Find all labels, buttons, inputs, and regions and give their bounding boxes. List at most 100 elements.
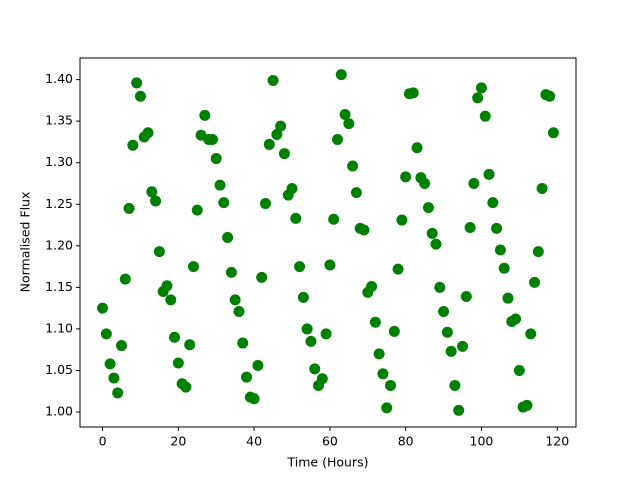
- x-axis-label: Time (Hours): [287, 455, 369, 470]
- data-point: [529, 276, 541, 288]
- data-point: [233, 305, 245, 317]
- data-point: [108, 372, 120, 384]
- data-point: [464, 222, 476, 234]
- y-tick-label: 1.35: [45, 113, 73, 128]
- data-point: [161, 280, 173, 292]
- data-point: [377, 368, 389, 380]
- data-point: [134, 90, 146, 102]
- data-point: [131, 77, 143, 89]
- data-point: [225, 266, 237, 278]
- data-point: [472, 92, 484, 104]
- x-tick-label: 0: [99, 434, 107, 449]
- data-point: [487, 197, 499, 209]
- data-point: [297, 291, 309, 303]
- data-point: [184, 339, 196, 351]
- data-point: [252, 360, 264, 371]
- data-point: [475, 82, 487, 94]
- y-tick-label: 1.00: [45, 404, 73, 419]
- data-point: [445, 345, 457, 357]
- data-point: [301, 323, 313, 335]
- data-point: [324, 259, 336, 271]
- data-point: [453, 404, 465, 416]
- x-tick-label: 60: [322, 434, 338, 449]
- data-point: [214, 179, 226, 191]
- x-tick-label: 40: [246, 434, 262, 449]
- data-point: [187, 261, 199, 273]
- data-point: [407, 87, 419, 99]
- data-point: [544, 90, 556, 102]
- x-tick-label: 100: [470, 434, 494, 449]
- data-point: [547, 127, 559, 139]
- data-point: [222, 232, 234, 244]
- y-tick-label: 1.40: [45, 71, 73, 86]
- data-point: [305, 335, 317, 347]
- y-tick-label: 1.15: [45, 279, 73, 294]
- data-point: [381, 402, 393, 414]
- data-point: [434, 281, 446, 293]
- data-point: [112, 387, 124, 399]
- data-point: [241, 371, 253, 383]
- data-point: [521, 399, 533, 411]
- data-point: [385, 379, 397, 391]
- data-point: [457, 340, 469, 352]
- data-point: [169, 331, 181, 343]
- data-point: [316, 373, 328, 385]
- data-point: [218, 197, 230, 209]
- data-point: [97, 302, 109, 314]
- data-point: [150, 195, 162, 207]
- data-point: [498, 262, 510, 274]
- data-point: [267, 74, 279, 86]
- data-point: [347, 160, 359, 172]
- y-tick-label: 1.05: [45, 362, 73, 377]
- y-tick-label: 1.25: [45, 196, 73, 211]
- data-point: [127, 139, 139, 151]
- data-point: [350, 187, 362, 199]
- x-tick-label: 80: [398, 434, 414, 449]
- data-point: [536, 182, 548, 194]
- data-point: [392, 263, 404, 275]
- data-point: [100, 328, 112, 340]
- data-point: [237, 337, 249, 349]
- data-point: [441, 326, 453, 338]
- data-point: [430, 238, 442, 250]
- data-point: [502, 292, 514, 304]
- data-point: [483, 168, 495, 180]
- data-point: [396, 214, 408, 226]
- data-point: [263, 138, 275, 150]
- data-point: [142, 127, 154, 139]
- data-point: [146, 186, 158, 198]
- data-point: [468, 177, 480, 189]
- data-point: [358, 224, 370, 236]
- data-point: [115, 340, 127, 352]
- data-point: [369, 316, 381, 328]
- data-point: [256, 271, 268, 283]
- x-tick-label: 120: [545, 434, 569, 449]
- data-point: [165, 294, 177, 306]
- data-point: [400, 171, 412, 183]
- data-point: [191, 204, 203, 216]
- data-point: [343, 118, 355, 130]
- data-point: [388, 325, 400, 337]
- data-point: [479, 110, 491, 122]
- data-point: [180, 381, 192, 393]
- data-point: [271, 128, 283, 140]
- y-axis-label: Normalised Flux: [18, 192, 33, 293]
- data-point: [123, 202, 135, 214]
- data-point: [286, 182, 298, 194]
- data-point: [172, 357, 184, 369]
- data-point: [411, 142, 423, 154]
- data-point: [422, 202, 434, 214]
- data-point: [328, 213, 340, 225]
- x-tick-label: 20: [170, 434, 186, 449]
- data-point: [294, 261, 306, 273]
- y-tick-label: 1.30: [45, 154, 73, 169]
- data-point: [373, 348, 385, 360]
- data-point: [532, 246, 544, 258]
- data-point: [449, 379, 461, 391]
- data-point: [366, 281, 378, 293]
- data-point: [426, 227, 438, 239]
- data-point: [275, 120, 287, 132]
- data-point: [199, 109, 211, 121]
- data-point: [153, 246, 165, 258]
- data-point: [206, 133, 218, 145]
